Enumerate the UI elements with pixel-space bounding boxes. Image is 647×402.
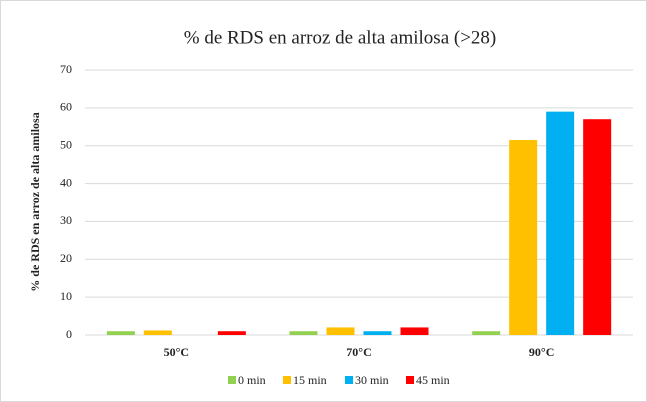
- legend-label: 30 min: [355, 373, 389, 387]
- y-tick-label: 20: [60, 251, 72, 265]
- x-tick-label: 70°C: [346, 345, 371, 359]
- bar: [106, 331, 135, 335]
- y-tick-label: 60: [60, 100, 72, 114]
- y-tick-label: 50: [60, 137, 72, 151]
- bar: [289, 331, 318, 335]
- y-tick-label: 10: [60, 289, 72, 303]
- legend-label: 45 min: [416, 373, 450, 387]
- y-tick-label: 70: [60, 62, 72, 76]
- legend-swatch: [228, 376, 236, 384]
- legend-swatch: [406, 376, 414, 384]
- bar: [400, 327, 429, 335]
- bar: [217, 331, 246, 335]
- bar: [546, 111, 575, 336]
- legend-label: 0 min: [238, 373, 266, 387]
- bar: [363, 331, 392, 335]
- y-axis-label: % de RDS en arroz de alta amilosa: [28, 112, 42, 291]
- y-tick-label: 30: [60, 213, 72, 227]
- bar: [472, 331, 501, 335]
- legend-swatch: [283, 376, 291, 384]
- bar: [143, 330, 172, 335]
- y-tick-label: 40: [60, 175, 72, 189]
- bar: [326, 327, 355, 335]
- legend-label: 15 min: [293, 373, 327, 387]
- chart-title: % de RDS en arroz de alta amilosa (>28): [184, 27, 497, 48]
- bar: [509, 140, 538, 335]
- x-tick-label: 50°C: [164, 345, 189, 359]
- legend-swatch: [345, 376, 353, 384]
- bar: [583, 119, 612, 335]
- x-tick-label: 90°C: [529, 345, 554, 359]
- y-tick-label: 0: [66, 327, 72, 341]
